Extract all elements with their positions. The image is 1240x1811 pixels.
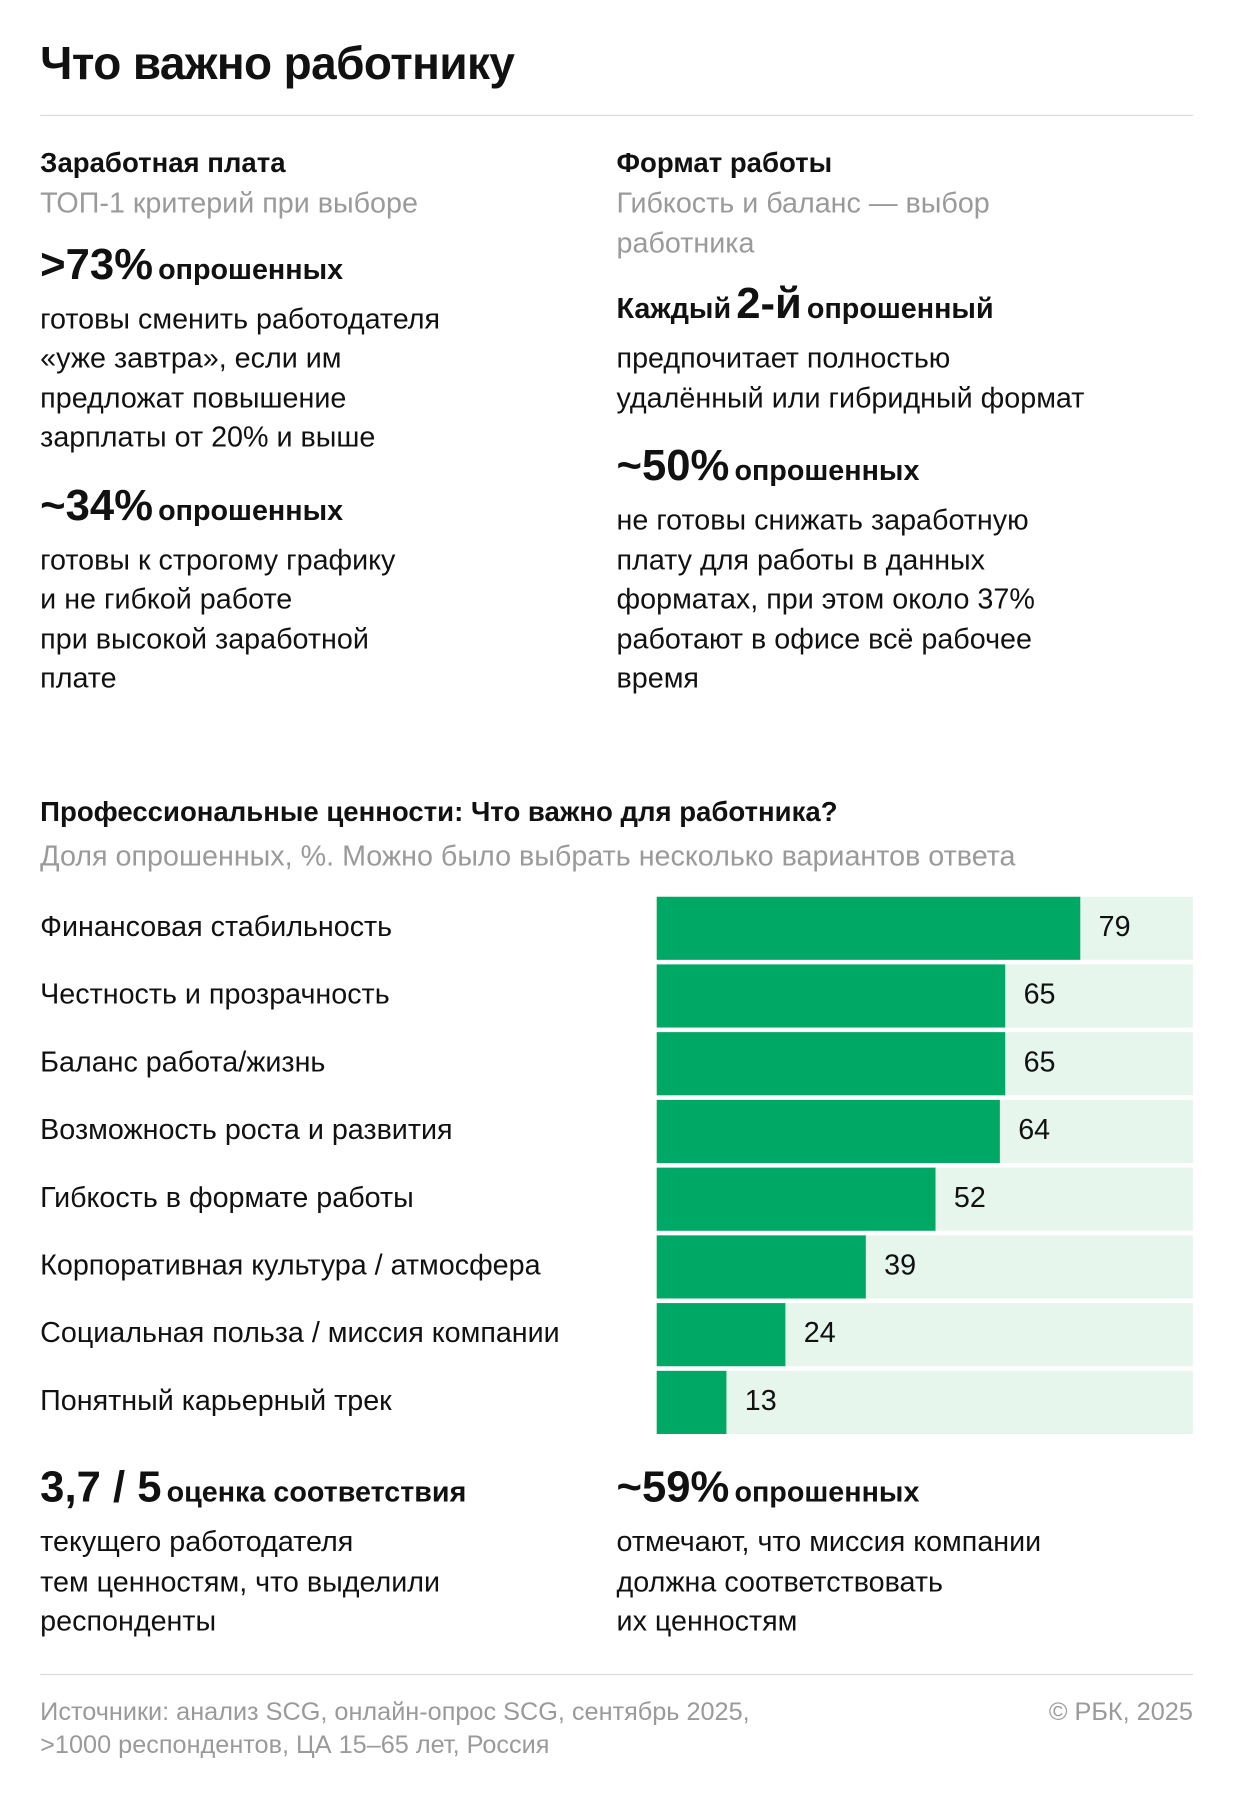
fact-text: готовы к строгому графику bbox=[40, 543, 396, 576]
divider bbox=[40, 114, 1193, 116]
bar-track bbox=[656, 1370, 1193, 1434]
bar bbox=[656, 896, 1081, 960]
chart-subtitle: Доля опрошенных, %. Можно было выбрать н… bbox=[40, 840, 1016, 873]
column-heading: Заработная плата bbox=[40, 148, 286, 180]
bar bbox=[656, 964, 1006, 1028]
fact-text: должна соответствовать bbox=[616, 1565, 943, 1598]
y-tick-label: Честность и прозрачность bbox=[40, 979, 389, 1011]
fact: >73% опрошенных готовы сменить работодате… bbox=[40, 239, 580, 457]
fact-text: зарплаты от 20% и выше bbox=[40, 421, 376, 454]
fact-text: «уже завтра», если им bbox=[40, 342, 342, 375]
column: Формат работы Гибкость и баланс — выбор ра… bbox=[617, 145, 1157, 722]
fact-text: плату для работы в данных bbox=[616, 543, 986, 576]
bar bbox=[656, 1099, 1000, 1164]
fact-text: работают в офисе всё рабочее bbox=[616, 622, 1032, 655]
fact-figure: ~59% bbox=[616, 1463, 730, 1513]
y-tick-label: Корпоративная культура / атмосфера bbox=[40, 1250, 540, 1282]
y-tick-label: Возможность роста и развития bbox=[40, 1114, 452, 1146]
value-label: 65 bbox=[1024, 1046, 1056, 1078]
fact-text: удалённый или гибридный формат bbox=[616, 381, 1085, 414]
fact-headline: ~59% опрошенных bbox=[617, 1463, 1157, 1523]
fact-figure: ~50% bbox=[616, 442, 730, 491]
fact: ~59% опрошенных отмечают, что миссия комп… bbox=[617, 1463, 1157, 1642]
fact-headline: ~50% опрошенных bbox=[617, 441, 1157, 501]
fact-text: респонденты bbox=[40, 1605, 217, 1638]
bar bbox=[656, 1370, 727, 1434]
source-line: >1000 респондентов, ЦА 15–65 лет, Россия bbox=[40, 1730, 550, 1759]
fact-headline: 3,7 / 5 оценка соответствия bbox=[40, 1463, 580, 1523]
fact-label: опрошенный bbox=[806, 292, 994, 325]
fact-figure: >73% bbox=[40, 240, 153, 289]
y-tick-label: Финансовая стабильность bbox=[40, 911, 392, 943]
column-heading: Формат работы bbox=[616, 148, 833, 180]
fact-text: и не гибкой работе bbox=[40, 583, 293, 616]
fact-text: время bbox=[616, 662, 699, 695]
fact-text: при высокой заработной bbox=[40, 622, 369, 655]
fact: ~34% опрошенных готовы к строгому графику… bbox=[40, 480, 580, 698]
source: Источники: анализ SCG, онлайн-опрос SCG,… bbox=[40, 1695, 749, 1762]
value-label: 24 bbox=[804, 1317, 836, 1349]
fact-label: опрошенных bbox=[158, 253, 344, 286]
fact-figure: 2-й bbox=[736, 280, 802, 329]
fact-headline: >73% опрошенных bbox=[40, 239, 580, 299]
value-label: 79 bbox=[1099, 911, 1131, 943]
y-tick-label: Баланс работа/жизнь bbox=[40, 1046, 325, 1078]
fact-prefix: Каждый bbox=[616, 292, 732, 325]
fact-text: текущего работодателя bbox=[40, 1525, 354, 1558]
summary: 3,7 / 5 оценка соответствия текущего рабо… bbox=[40, 1463, 580, 1664]
fact: ~50% опрошенных не готовы снижать заработ… bbox=[617, 441, 1157, 699]
fact-headline: ~34% опрошенных bbox=[40, 480, 580, 540]
column-subtitle: Гибкость и баланс — выбор bbox=[616, 187, 990, 220]
value-label: 39 bbox=[884, 1250, 916, 1282]
bar bbox=[656, 1235, 866, 1299]
fact-text: предложат повышение bbox=[40, 381, 347, 414]
fact-text: плате bbox=[40, 662, 117, 695]
fact-figure: 3,7 / 5 bbox=[40, 1463, 162, 1513]
y-tick-label: Социальная польза / миссия компании bbox=[40, 1317, 560, 1349]
fact-text: тем ценностям, что выделили bbox=[40, 1565, 441, 1598]
fact-label: опрошенных bbox=[734, 454, 920, 487]
bar bbox=[656, 1303, 786, 1367]
summary: ~59% опрошенных отмечают, что миссия комп… bbox=[617, 1463, 1157, 1664]
fact-label: опрошенных bbox=[734, 1476, 920, 1509]
y-tick-label: Гибкость в формате работы bbox=[40, 1182, 414, 1214]
value-label: 13 bbox=[745, 1385, 777, 1417]
fact: Каждый 2-й опрошенный предпочитает полнос… bbox=[617, 279, 1157, 418]
chart-title: Профессиональные ценности: Что важно для… bbox=[40, 796, 838, 828]
source-line: Источники: анализ SCG, онлайн-опрос SCG,… bbox=[40, 1696, 750, 1726]
column: Заработная плата ТОП-1 критерий при выбор… bbox=[40, 145, 580, 722]
fact-text: форматах, при этом около 37% bbox=[616, 583, 1035, 616]
fact-label: оценка соответствия bbox=[166, 1476, 467, 1509]
value-label: 64 bbox=[1018, 1114, 1050, 1146]
copyright: © РБК, 2025 bbox=[1048, 1696, 1193, 1726]
fact-text: их ценностям bbox=[616, 1605, 798, 1638]
divider bbox=[40, 1673, 1193, 1676]
bar bbox=[656, 1167, 936, 1231]
page-title: Что важно работнику bbox=[40, 39, 515, 90]
bar bbox=[656, 1032, 1006, 1096]
fact-text: предпочитает полностью bbox=[616, 342, 951, 375]
fact: 3,7 / 5 оценка соответствия текущего рабо… bbox=[40, 1463, 580, 1642]
fact-text: готовы сменить работодателя bbox=[40, 302, 441, 335]
column-subtitle: ТОП-1 критерий при выборе bbox=[40, 187, 418, 220]
fact-text: не готовы снижать заработную bbox=[616, 504, 1029, 537]
fact-figure: ~34% bbox=[40, 481, 153, 530]
fact-headline: Каждый 2-й опрошенный bbox=[617, 279, 1157, 339]
fact-text: отмечают, что миссия компании bbox=[616, 1525, 1042, 1558]
column-subtitle: работника bbox=[616, 226, 755, 259]
value-label: 65 bbox=[1024, 979, 1056, 1011]
chart: Финансовая стабильность 79 Честность и про… bbox=[40, 896, 1193, 1434]
fact-label: опрошенных bbox=[158, 494, 344, 527]
y-tick-label: Понятный карьерный трек bbox=[40, 1385, 392, 1417]
value-label: 52 bbox=[954, 1182, 986, 1214]
